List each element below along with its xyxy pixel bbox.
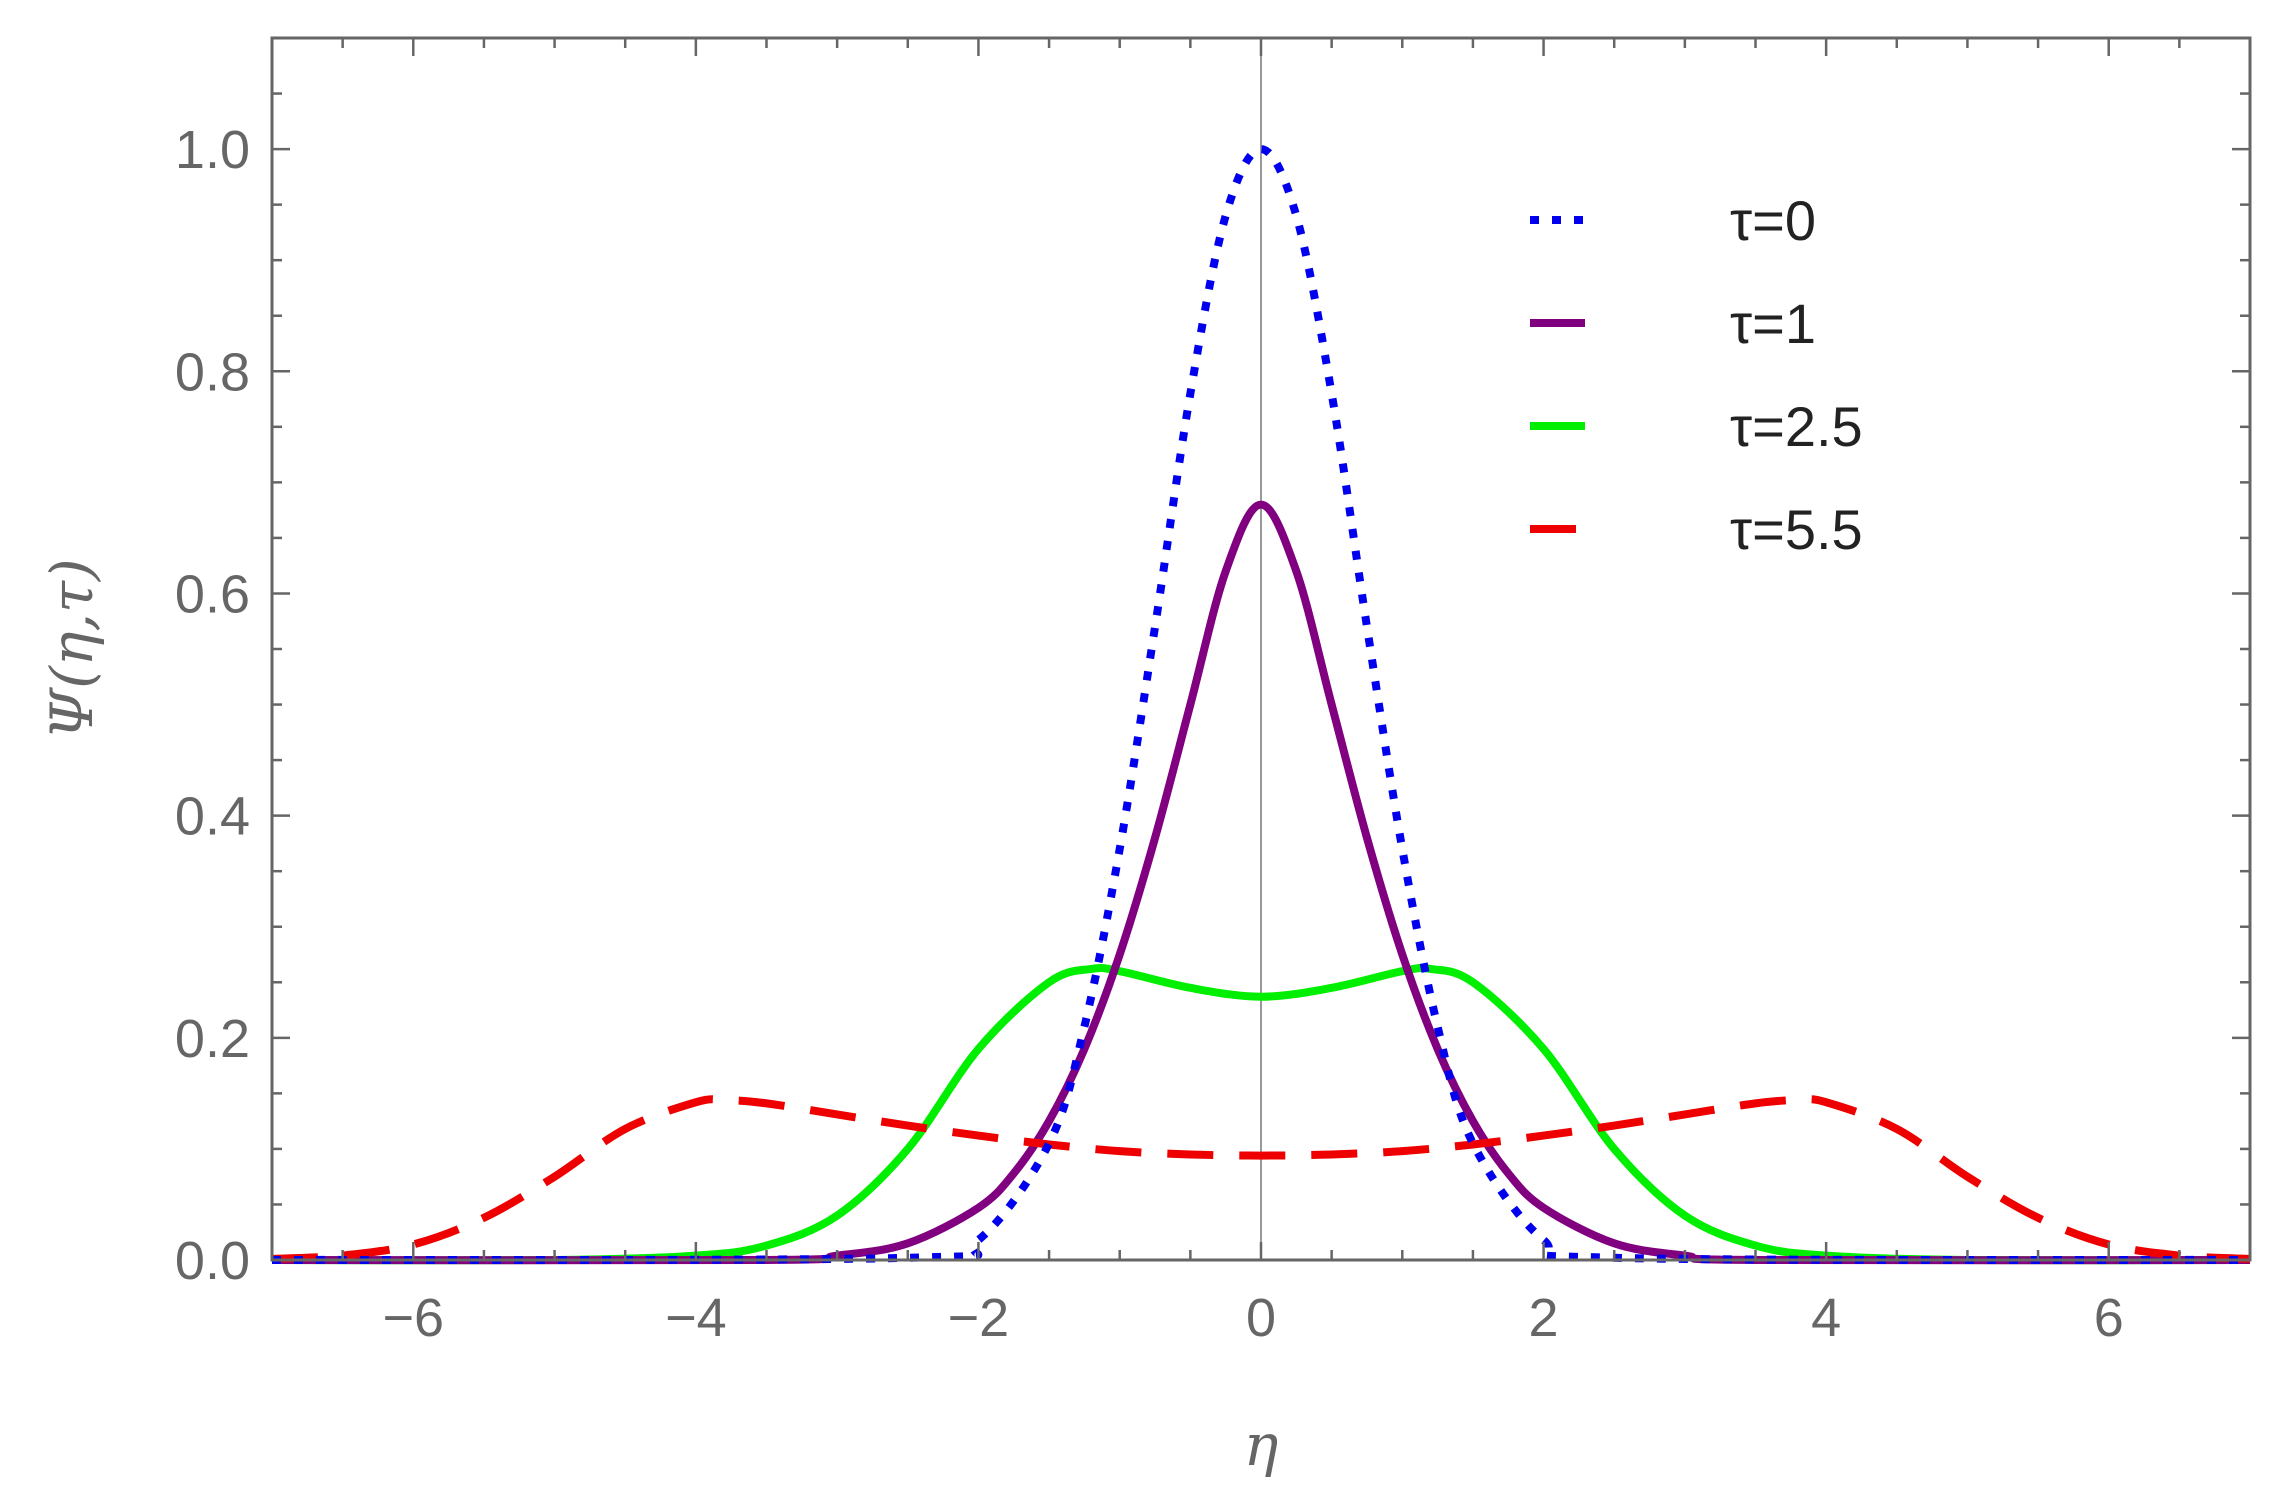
legend-label-2: τ=2.5	[1730, 395, 1863, 458]
legend: τ=0 τ=1 τ=2.5 τ=5.5	[1530, 189, 1863, 561]
legend-label-0: τ=0	[1730, 189, 1816, 252]
series-line-1	[271, 500, 2251, 1265]
x-axis-title: η	[1244, 1411, 1279, 1479]
x-tick-label: −4	[665, 1288, 727, 1348]
x-tick-label: 4	[1811, 1288, 1841, 1348]
series-line-0	[271, 145, 2251, 1265]
series-line-2	[271, 964, 2251, 1265]
y-tick-label: 0.0	[175, 1231, 250, 1291]
legend-label-3: τ=5.5	[1730, 498, 1863, 561]
y-tick-label: 0.4	[175, 787, 250, 847]
x-tick-label: −2	[948, 1288, 1010, 1348]
x-tick-label: 6	[2094, 1288, 2124, 1348]
x-tick-label: 2	[1529, 1288, 1559, 1348]
y-tick-label: 1.0	[175, 120, 250, 180]
y-tick-label: 0.6	[175, 564, 250, 624]
ticks-layer	[270, 38, 2252, 1262]
series-line-3	[271, 1095, 2251, 1263]
x-tick-label: −6	[382, 1288, 444, 1348]
x-tick-label: 0	[1246, 1288, 1276, 1348]
y-tick-label: 0.8	[175, 342, 250, 402]
legend-label-1: τ=1	[1730, 292, 1816, 355]
y-tick-label: 0.2	[175, 1009, 250, 1069]
series-layer	[271, 145, 2251, 1265]
y-axis-title: Ψ(η,τ)	[38, 558, 106, 739]
tick-labels-layer: −6 −4 −2 0 2 4 6 0.0 0.2 0.4 0.6 0.8 1.0	[175, 120, 2124, 1348]
